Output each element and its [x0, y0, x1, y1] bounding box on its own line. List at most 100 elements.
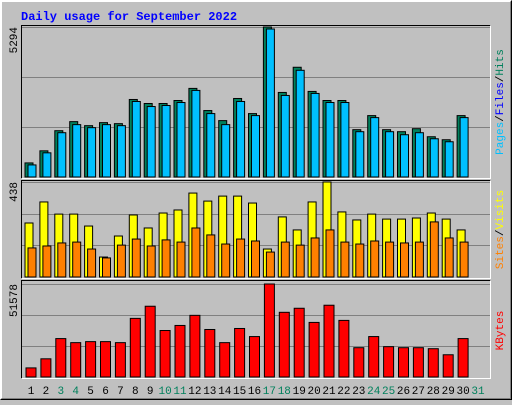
legend-entry: Pages: [495, 122, 507, 155]
bar: [400, 134, 409, 178]
bar: [398, 347, 409, 378]
bar: [146, 106, 156, 178]
bar: [146, 245, 156, 278]
bar: [457, 338, 469, 378]
bar: [251, 115, 260, 178]
x-tick-label: 2: [43, 386, 50, 398]
bar: [414, 132, 424, 178]
bar: [72, 241, 82, 278]
bar: [206, 113, 216, 178]
legend-entry: Sites: [495, 236, 507, 269]
x-tick-label: 10: [158, 386, 171, 398]
bar: [444, 237, 454, 278]
legend-entry: /: [495, 76, 507, 83]
bar: [116, 244, 126, 278]
x-tick-label: 3: [57, 386, 64, 398]
bar: [191, 89, 201, 178]
bar: [161, 105, 171, 178]
legend-entry: Files: [495, 82, 507, 115]
panel-frame: [21, 25, 491, 179]
x-tick-label: 26: [397, 386, 410, 398]
bar: [249, 336, 260, 378]
x-tick-label: 24: [367, 386, 381, 398]
bar: [144, 305, 156, 378]
x-tick-label: 23: [352, 386, 365, 398]
bar: [176, 241, 186, 278]
panel-frame: [21, 280, 491, 379]
legend-entry: /: [495, 229, 507, 236]
bar: [114, 342, 126, 378]
legend-entry: /: [495, 115, 507, 122]
bar: [131, 100, 141, 178]
bar: [159, 330, 171, 378]
x-tick-label: 7: [117, 386, 124, 398]
y-tick-label: 438: [9, 182, 21, 202]
bar: [310, 237, 320, 278]
x-tick-label: 20: [307, 386, 320, 398]
panel-frame: [21, 180, 491, 279]
bar: [459, 117, 469, 178]
bar: [102, 257, 111, 278]
bar: [102, 124, 111, 178]
x-tick-label: 19: [293, 386, 306, 398]
x-tick-label: 21: [322, 386, 336, 398]
bar: [70, 342, 82, 378]
y-tick-label: 5294: [9, 27, 21, 54]
bar: [251, 240, 260, 278]
bar: [27, 164, 37, 178]
bar: [87, 248, 97, 278]
legend: KBytes: [495, 311, 507, 351]
bar: [353, 347, 365, 378]
bar: [263, 283, 275, 378]
bar: [236, 238, 246, 278]
legend-entry: KBytes: [495, 311, 507, 351]
bar: [295, 244, 305, 278]
bar: [427, 348, 439, 378]
bar: [25, 367, 37, 378]
bar: [100, 341, 111, 378]
x-tick-label: 17: [263, 386, 276, 398]
bar: [383, 346, 395, 378]
x-tick-label: 11: [173, 386, 187, 398]
bar: [191, 227, 201, 278]
bar: [323, 304, 335, 378]
bar: [174, 324, 186, 378]
bar: [236, 100, 246, 178]
bar: [40, 358, 52, 378]
x-tick-label: 22: [337, 386, 350, 398]
x-tick-label: 14: [218, 386, 232, 398]
x-tick-label: 30: [456, 386, 469, 398]
bar: [206, 234, 216, 278]
x-tick-label: 31: [471, 386, 485, 398]
bar: [385, 241, 395, 278]
bar: [325, 229, 335, 278]
bar: [221, 124, 231, 178]
legend-entry: Hits: [495, 49, 507, 75]
bar: [370, 240, 380, 278]
bar: [280, 94, 290, 178]
bar: [444, 141, 454, 178]
legend: Pages/Files/Hits: [495, 49, 507, 155]
bar: [204, 328, 216, 378]
panel-frame: [21, 180, 491, 279]
bar: [265, 28, 275, 178]
bar: [55, 338, 67, 378]
bar: [42, 152, 52, 178]
bar: [57, 132, 67, 178]
x-tick-label: 8: [132, 386, 139, 398]
chart-title: Daily usage for September 2022: [21, 10, 237, 24]
bar: [340, 102, 350, 178]
bar: [442, 354, 454, 378]
bar: [85, 341, 97, 378]
x-tick-label: 13: [203, 386, 216, 398]
bar: [129, 317, 141, 378]
x-tick-label: 25: [382, 386, 395, 398]
bar: [385, 131, 395, 178]
bar: [325, 102, 335, 178]
bar: [234, 327, 246, 378]
x-tick-label: 5: [87, 386, 94, 398]
panel-frame: [21, 280, 491, 379]
